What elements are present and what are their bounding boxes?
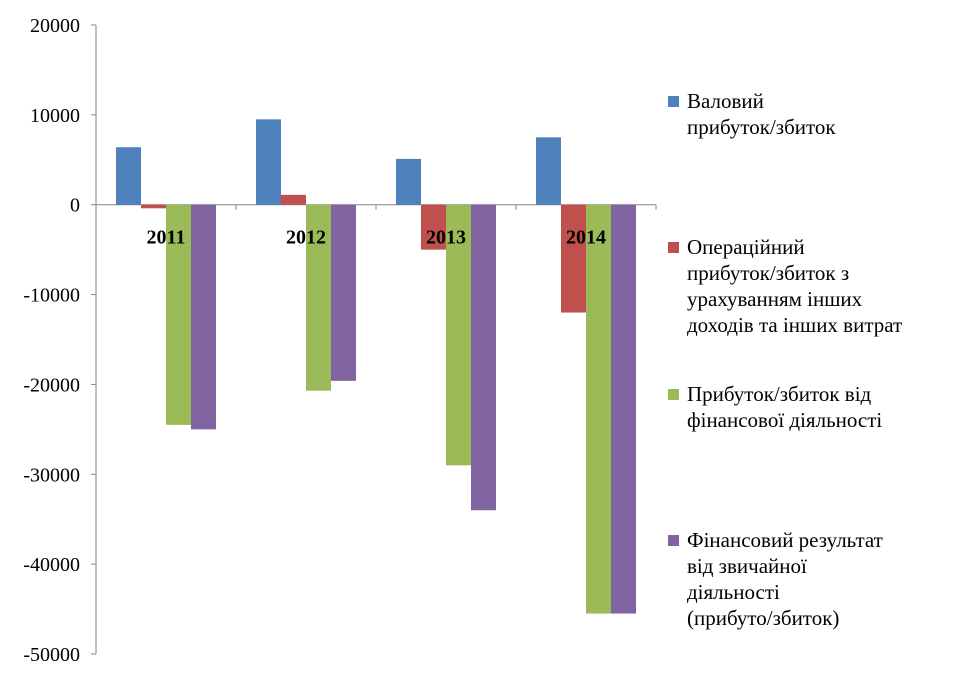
legend-label-line: діяльності — [687, 580, 780, 604]
bar-2012-series-3 — [306, 204, 331, 391]
y-tick-label: -40000 — [23, 554, 80, 576]
legend-label: Фінансовий результат від звичайної діяль… — [687, 527, 959, 631]
legend-label-line: урахуванням інших — [687, 287, 863, 311]
bar-2012-series-1 — [256, 119, 281, 205]
legend-label-line: Валовий — [687, 89, 764, 113]
x-category-label: 2011 — [147, 227, 186, 249]
bar-2014-series-2 — [561, 204, 586, 313]
x-category-label: 2012 — [286, 227, 326, 249]
bar-2012-series-4 — [331, 204, 356, 381]
legend-swatch — [668, 242, 679, 253]
y-tick-label: -30000 — [23, 464, 80, 486]
category-labels: 2011 2012 2013 2014 — [147, 227, 606, 249]
legend-label-line: Фінансовий результат — [687, 528, 883, 552]
bar-2012-series-2 — [281, 194, 306, 205]
x-category-label: 2014 — [566, 227, 606, 249]
bar-2011-series-2 — [141, 204, 166, 209]
bar-group — [116, 119, 636, 614]
legend-label-line: Операційний — [687, 235, 805, 259]
bar-2014-series-3 — [586, 204, 611, 614]
x-category-label: 2013 — [426, 227, 466, 249]
bar-2011-series-4 — [191, 204, 216, 430]
bar-2014-series-1 — [536, 137, 561, 205]
legend-swatch — [668, 535, 679, 546]
bar-2011-series-1 — [116, 147, 141, 205]
legend-label: Валовий прибуток/збиток — [687, 88, 959, 140]
legend-label: Операційний прибуток/збиток з урахування… — [687, 234, 959, 338]
legend-label-line: Прибуток/збиток від — [687, 382, 872, 406]
y-tick-label: -20000 — [23, 374, 80, 396]
bar-2013-series-2 — [421, 204, 446, 250]
bar-2011-series-3 — [166, 204, 191, 425]
legend-swatch — [668, 96, 679, 107]
legend-label-line: доходів та інших витрат — [687, 313, 903, 337]
y-axis: 20000 10000 0 -10000 -20000 -30000 -40000 -5000… — [23, 15, 97, 666]
legend-label: Прибуток/збиток від фінансової діяльност… — [687, 381, 959, 433]
legend-swatch — [668, 389, 679, 400]
legend-label-line: прибуток/збиток з — [687, 261, 850, 285]
bar-2014-series-4 — [611, 204, 636, 614]
y-tick-label: 10000 — [30, 105, 80, 127]
bar-2013-series-1 — [396, 158, 421, 205]
legend-label-line: (прибуто/збиток) — [687, 606, 840, 630]
legend-label-line: від звичайної — [687, 554, 807, 578]
y-tick-label: 20000 — [30, 15, 80, 37]
legend-label-line: фінансової діяльності — [687, 408, 883, 432]
legend-label-line: прибуток/збиток — [687, 115, 836, 139]
y-tick-label: -10000 — [23, 285, 80, 307]
y-tick-label: 0 — [70, 195, 80, 217]
bar-2013-series-3 — [446, 204, 471, 466]
bar-2013-series-4 — [471, 204, 496, 511]
y-tick-label: -50000 — [23, 644, 80, 666]
